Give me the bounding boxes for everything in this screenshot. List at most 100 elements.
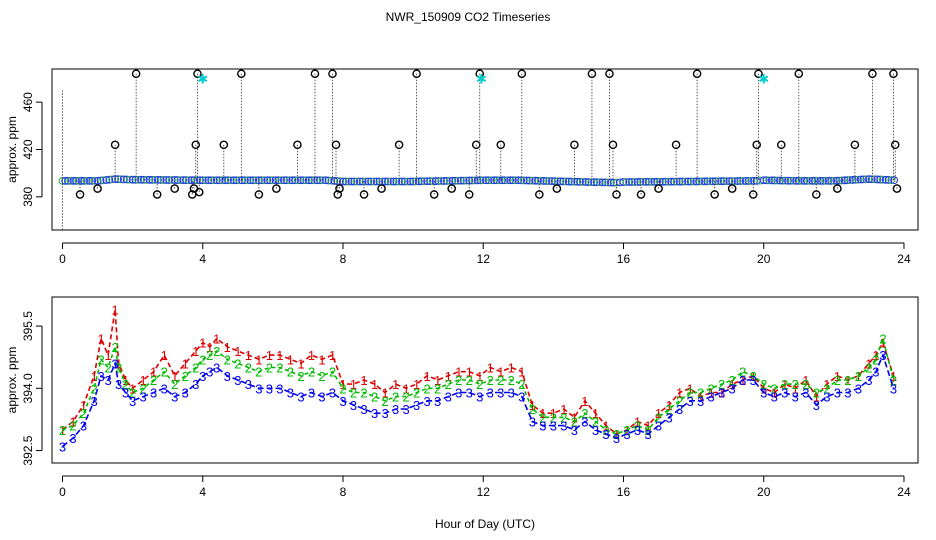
baseline-point bbox=[187, 176, 196, 185]
series-3-marker: 3 bbox=[115, 377, 122, 392]
bottom-y-tick-label: 394.0 bbox=[21, 373, 35, 403]
series-2-marker: 2 bbox=[518, 377, 525, 392]
baseline-point bbox=[386, 177, 395, 186]
baseline-point bbox=[733, 177, 742, 185]
baseline-point bbox=[770, 176, 779, 185]
series-2-marker: 2 bbox=[69, 419, 76, 434]
series-2-marker: 2 bbox=[729, 373, 736, 388]
flagged-point bbox=[272, 184, 281, 193]
bottom-x-tick-label: 0 bbox=[59, 485, 66, 499]
series-2-marker: 2 bbox=[560, 410, 567, 425]
baseline-point bbox=[406, 177, 415, 186]
baseline-point bbox=[341, 177, 350, 186]
series-2-marker: 2 bbox=[823, 381, 830, 396]
series-1-marker: 1 bbox=[539, 406, 546, 421]
series-3-marker: 3 bbox=[129, 394, 136, 409]
baseline-point bbox=[703, 177, 712, 186]
baseline-point bbox=[838, 176, 846, 185]
series-2-marker: 2 bbox=[890, 373, 897, 388]
baseline-point bbox=[302, 176, 310, 185]
series-1-marker: 1 bbox=[318, 352, 325, 367]
flagged-point bbox=[359, 190, 369, 199]
series-1-marker: 1 bbox=[104, 348, 111, 363]
series-1-marker: 1 bbox=[665, 398, 672, 413]
baseline-point bbox=[584, 178, 593, 186]
series-1-marker: 1 bbox=[518, 365, 525, 380]
baseline-point bbox=[263, 176, 272, 185]
series-1-marker: 1 bbox=[171, 369, 178, 384]
flagged-point bbox=[331, 140, 341, 150]
baseline-point bbox=[813, 176, 822, 185]
baseline-point bbox=[778, 176, 787, 185]
baseline-point bbox=[550, 177, 559, 186]
baseline-point bbox=[750, 176, 758, 185]
series-1-marker: 1 bbox=[634, 415, 641, 430]
flagged-point bbox=[191, 140, 201, 150]
series-3-marker: 3 bbox=[750, 373, 757, 388]
baseline-point bbox=[459, 176, 468, 185]
baseline-point bbox=[119, 175, 128, 184]
series-2-marker: 2 bbox=[476, 377, 483, 392]
baseline-point bbox=[697, 177, 706, 186]
baseline-point bbox=[598, 178, 607, 187]
baseline-point bbox=[573, 177, 582, 186]
series-2-marker: 2 bbox=[111, 340, 118, 355]
baseline-point bbox=[330, 176, 339, 185]
series-1-marker: 1 bbox=[644, 419, 651, 434]
flagged-point bbox=[608, 140, 618, 150]
series-3-marker: 3 bbox=[879, 348, 886, 363]
series-3-marker: 3 bbox=[781, 385, 788, 400]
baseline-point bbox=[890, 176, 899, 185]
baseline-point bbox=[105, 175, 114, 184]
series-3-marker: 3 bbox=[739, 373, 746, 388]
baseline-point bbox=[201, 176, 210, 185]
baseline-point bbox=[304, 176, 313, 185]
series-1-marker: 1 bbox=[287, 352, 294, 367]
series-2-marker: 2 bbox=[865, 361, 872, 376]
baseline-point bbox=[846, 176, 854, 184]
series-3-marker: 3 bbox=[771, 390, 778, 405]
series-1-marker: 1 bbox=[497, 365, 504, 380]
series-1-marker: 1 bbox=[697, 390, 704, 405]
series-3-marker: 3 bbox=[844, 385, 851, 400]
baseline-point bbox=[567, 177, 576, 186]
series-1-marker: 1 bbox=[402, 381, 409, 396]
series-3-marker: 3 bbox=[381, 406, 388, 421]
baseline-point bbox=[776, 176, 784, 185]
series-1-marker: 1 bbox=[613, 427, 620, 442]
baseline-point bbox=[587, 178, 596, 187]
series-1-marker: 1 bbox=[676, 385, 683, 400]
flagged-point bbox=[447, 184, 456, 193]
series-2-marker: 2 bbox=[879, 332, 886, 347]
baseline-point bbox=[456, 176, 465, 185]
baseline-point bbox=[409, 177, 418, 186]
series-2-marker: 2 bbox=[192, 361, 199, 376]
bottom-x-tick-label: 20 bbox=[757, 485, 771, 499]
top-x-tick-label: 24 bbox=[897, 252, 911, 266]
series-3-marker: 3 bbox=[276, 381, 283, 396]
series-3-marker: 3 bbox=[760, 385, 767, 400]
series-1-marker: 1 bbox=[686, 381, 693, 396]
series-3-marker: 3 bbox=[792, 390, 799, 405]
series-2-marker: 2 bbox=[255, 365, 262, 380]
series-2-marker: 2 bbox=[665, 402, 672, 417]
series-3-marker: 3 bbox=[623, 427, 630, 442]
series-3-marker: 3 bbox=[161, 381, 168, 396]
baseline-point bbox=[765, 176, 774, 185]
baseline-point bbox=[805, 176, 814, 185]
top-x-tick-label: 12 bbox=[477, 252, 491, 266]
series-2-marker: 2 bbox=[655, 410, 662, 425]
series-2-marker: 2 bbox=[792, 377, 799, 392]
baseline-point bbox=[719, 177, 728, 186]
baseline-point bbox=[196, 176, 204, 185]
series-3-marker: 3 bbox=[171, 390, 178, 405]
flagged-point bbox=[496, 140, 506, 150]
series-3-marker: 3 bbox=[150, 385, 157, 400]
baseline-point bbox=[619, 178, 628, 186]
flagged-point bbox=[754, 69, 763, 79]
baseline-point bbox=[285, 176, 294, 185]
series-3-marker: 3 bbox=[255, 381, 262, 396]
flagged-point bbox=[692, 69, 702, 79]
baseline-point bbox=[268, 176, 277, 185]
baseline-point bbox=[333, 177, 342, 185]
